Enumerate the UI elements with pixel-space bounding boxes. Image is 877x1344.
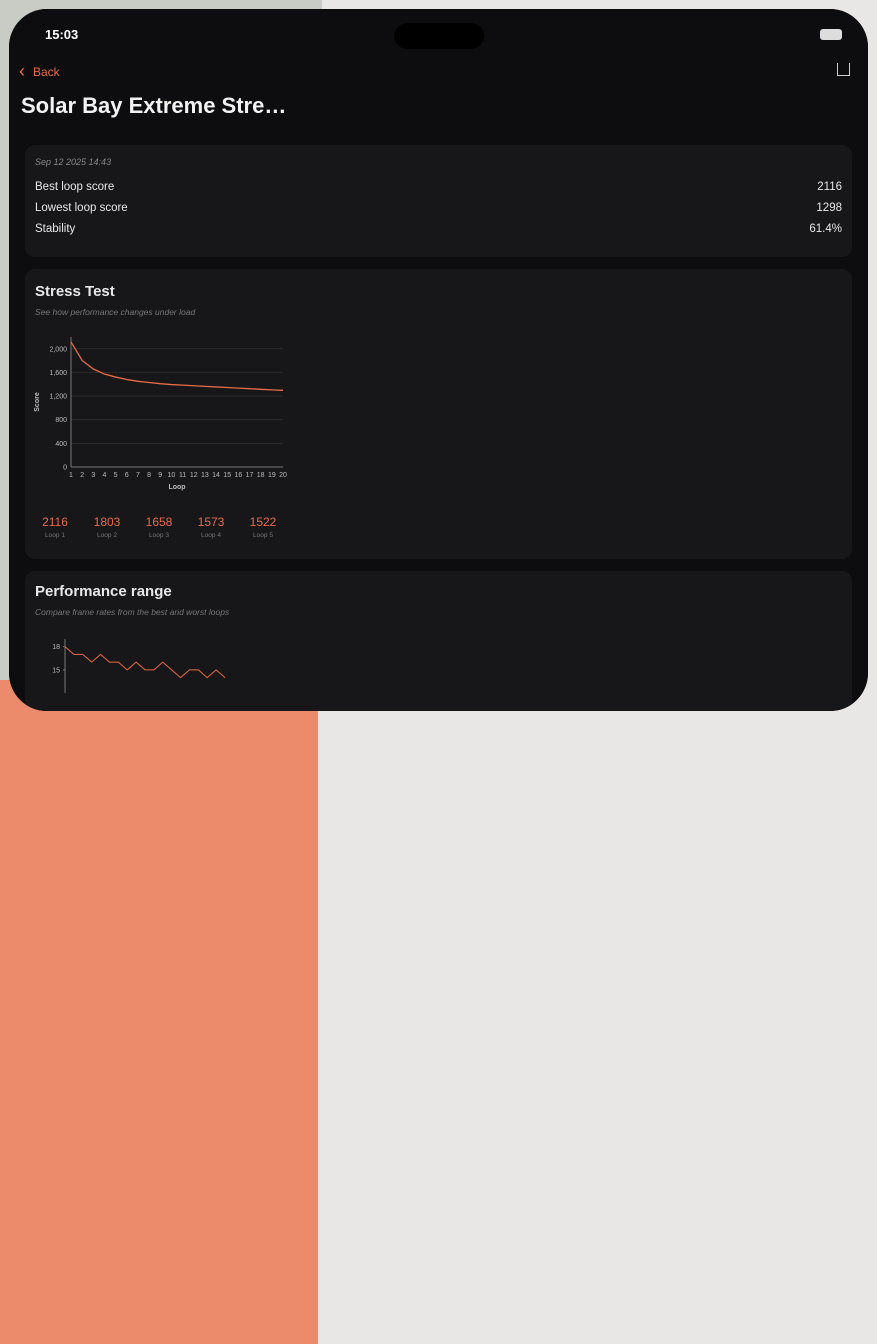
x-tick-label: 18	[257, 472, 265, 479]
date: Sep 12 2025 14:43	[35, 157, 112, 167]
x-tick-label: 2	[80, 472, 84, 479]
x-tick-label: 11	[179, 472, 186, 479]
stat-value: 61.4%	[809, 223, 842, 235]
stat-label: Stability	[35, 223, 76, 235]
y-axis-label: Score	[34, 392, 41, 412]
stat-label: Lowest loop score	[35, 202, 128, 214]
y-tick-label: 2,000	[49, 346, 67, 353]
y-tick-label: 0	[63, 465, 67, 472]
stress-card: Stress Test See how performance changes u…	[25, 269, 852, 559]
x-tick-label: 4	[103, 472, 107, 479]
loop-score: 1658	[145, 515, 173, 529]
y-tick-label: 400	[55, 441, 67, 448]
stress-subtitle: See how performance changes under load	[35, 307, 196, 317]
x-tick-label: 19	[268, 472, 276, 479]
back-button[interactable]: Back	[33, 65, 60, 79]
y-tick-label: 1,600	[49, 370, 67, 377]
status-time: 15:03	[45, 27, 79, 42]
x-tick-label: 1	[69, 472, 73, 479]
score-line	[70, 341, 284, 391]
battery	[820, 29, 842, 40]
loop-label: Loop 3	[149, 532, 169, 539]
x-axis-label: Loop	[168, 484, 185, 491]
y-tick-label: 800	[55, 417, 67, 424]
stress-title: Stress Test	[35, 283, 115, 300]
loop-label: Loop 1	[45, 532, 65, 539]
y-tick-label: 18	[52, 644, 60, 651]
loop-score: 1803	[93, 515, 121, 529]
x-tick-label: 7	[136, 472, 140, 479]
x-tick-label: 5	[114, 472, 118, 479]
screen: 15:03 ‹ Back Solar Bay Extreme Stre… Sep 12 …	[9, 9, 868, 711]
dynamic-island	[393, 23, 484, 49]
loop-score: 1522	[249, 515, 277, 529]
page-title: Solar Bay Extreme Stre…	[21, 93, 287, 118]
x-tick-label: 13	[201, 472, 209, 479]
summary-card: Sep 12 2025 14:43 Best loop score 2116 Lowe…	[25, 145, 852, 257]
x-tick-label: 15	[223, 472, 231, 479]
share-icon[interactable]	[837, 63, 850, 76]
loop-label: Loop 2	[97, 532, 117, 539]
loop-label: Loop 4	[201, 532, 221, 539]
back-chevron: ‹	[19, 61, 25, 81]
y-tick-label: 1,200	[49, 394, 67, 401]
x-tick-label: 12	[190, 472, 198, 479]
stat-value: 1298	[816, 202, 842, 214]
loop-score: 1573	[197, 515, 225, 529]
fps-line	[64, 646, 226, 679]
x-tick-label: 16	[234, 472, 242, 479]
x-tick-label: 20	[279, 472, 287, 479]
loop-score: 2116	[42, 515, 68, 529]
x-tick-label: 10	[168, 472, 176, 479]
y-tick-label: 15	[52, 667, 60, 674]
stat-label: Best loop score	[35, 181, 115, 193]
stat-value: 2116	[817, 181, 842, 193]
range-title: Performance range	[35, 583, 172, 600]
x-tick-label: 14	[212, 472, 220, 479]
range-card: Performance range Compare frame rates fro…	[25, 571, 852, 711]
x-tick-label: 8	[147, 472, 151, 479]
x-tick-label: 3	[91, 472, 95, 479]
x-tick-label: 6	[125, 472, 129, 479]
range-subtitle: Compare frame rates from the best and wo…	[35, 607, 230, 617]
loop-label: Loop 5	[253, 532, 273, 539]
phone: 15:03 ‹ Back Solar Bay Extreme Stre… Sep 12 …	[0, 9, 868, 1344]
x-tick-label: 9	[158, 472, 162, 479]
x-tick-label: 17	[246, 472, 254, 479]
